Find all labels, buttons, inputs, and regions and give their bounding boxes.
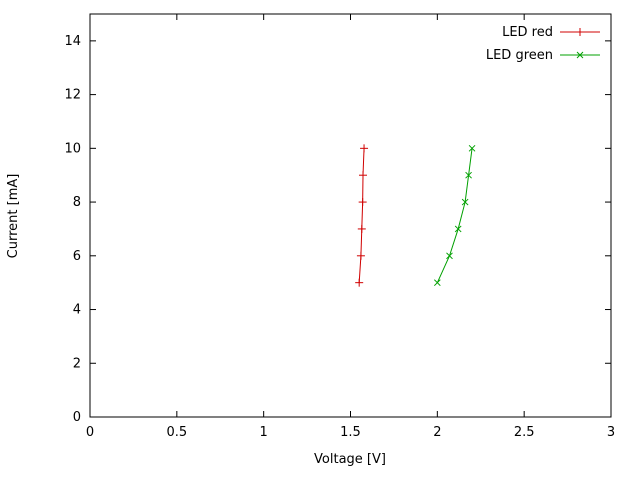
y-tick-label: 12: [64, 88, 81, 103]
legend-label: LED green: [486, 48, 553, 63]
y-tick-label: 2: [73, 356, 81, 371]
data-point-marker: [468, 144, 476, 152]
series-line: [358, 148, 365, 283]
x-tick-label: 0.5: [166, 425, 187, 440]
y-tick-label: 8: [73, 195, 81, 210]
data-point-marker: [461, 198, 469, 206]
x-axis-label: Voltage [V]: [314, 452, 386, 467]
x-tick-label: 1.5: [340, 425, 361, 440]
series-line: [436, 148, 473, 283]
data-point-marker: [465, 171, 472, 179]
y-tick-label: 4: [73, 303, 81, 318]
plot-border: [89, 13, 612, 418]
y-tick-label: 0: [73, 410, 81, 425]
x-tick-label: 3: [607, 425, 615, 440]
x-tick-label: 1: [260, 425, 268, 440]
plot-area: 0 0.5 1 1.5 2 2.5 3 0 2 4 6 8 10 12 14 LED red LED green: [64, 13, 615, 440]
data-point-marker: [433, 279, 441, 287]
data-point-marker: [446, 252, 453, 260]
legend-label: LED red: [502, 25, 553, 40]
x-tick-label: 2: [433, 425, 441, 440]
y-axis-label: Current [mA]: [6, 174, 21, 259]
y-tick-label: 10: [64, 141, 81, 156]
x-tick-label: 2.5: [514, 425, 535, 440]
y-tick-label: 6: [73, 249, 81, 264]
data-point-marker: [576, 51, 584, 59]
x-tick-label: 0: [86, 425, 94, 440]
y-tick-label: 14: [64, 34, 81, 49]
data-point-marker: [454, 225, 462, 233]
